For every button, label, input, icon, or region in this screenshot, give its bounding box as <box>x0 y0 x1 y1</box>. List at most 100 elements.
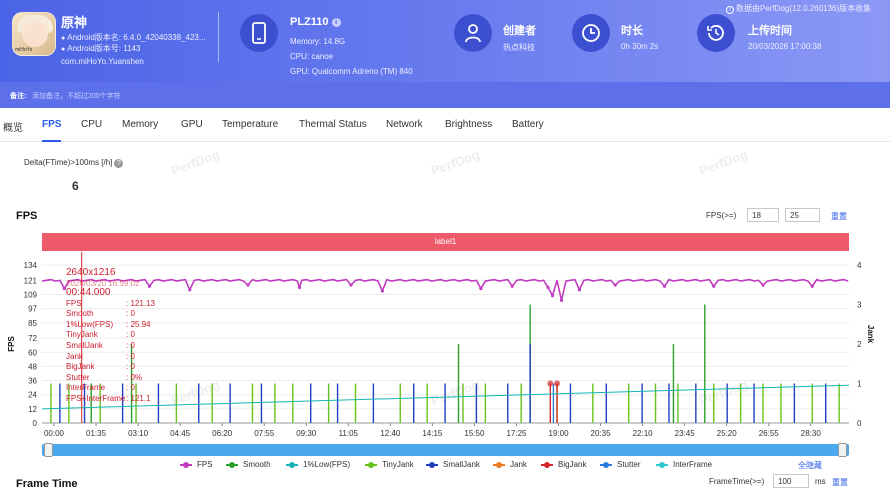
y-tick-label: 121 <box>24 276 38 285</box>
frame-time-threshold-input[interactable] <box>773 474 809 488</box>
app-name: 原神 <box>61 15 88 30</box>
tab-memory[interactable]: Memory <box>122 119 159 130</box>
y-tick-label: 48 <box>28 362 37 371</box>
watermark: PerfDog <box>696 146 750 179</box>
metric-label: Delta(FTime)>100ms [/h]? <box>24 158 124 168</box>
watermark: PerfDog <box>168 146 222 179</box>
x-tick-label: 01:35 <box>86 429 107 438</box>
frame-time-reset-button[interactable]: 重置 <box>832 478 848 487</box>
tab-network[interactable]: Network <box>386 119 423 130</box>
legend-label: 1%Low(FPS) <box>303 460 351 469</box>
y2-axis-label: Jank <box>866 325 875 344</box>
user-icon <box>454 14 492 52</box>
zoom-handle-right[interactable] <box>838 443 847 457</box>
legend-swatch <box>180 461 192 468</box>
note-bar[interactable]: 备注: 添加备注，不超过200个字符 <box>0 82 890 108</box>
fps-section-title: FPS <box>16 210 38 222</box>
label-band[interactable]: label1 <box>42 233 849 251</box>
fps-dip-point <box>761 283 765 287</box>
package-name: com.miHoYo.Yuanshen <box>61 57 144 66</box>
fps-dip-point <box>188 288 192 292</box>
legend-item[interactable]: Stutter <box>600 460 641 469</box>
metric-value: 6 <box>72 179 79 193</box>
legend-item[interactable]: Smooth <box>226 460 271 469</box>
tooltip-key: Smooth <box>66 309 94 319</box>
legend-label: TinyJank <box>382 460 414 469</box>
tab-gpu[interactable]: GPU <box>181 119 203 130</box>
zoom-handle-left[interactable] <box>44 443 53 457</box>
legend-item[interactable]: FPS <box>180 460 213 469</box>
x-tick-label: 22:10 <box>633 429 654 438</box>
fps-threshold-label: FPS(>=) <box>706 211 737 220</box>
legend-label: BigJank <box>558 460 587 469</box>
legend-item[interactable]: 1%Low(FPS) <box>286 460 350 469</box>
info-icon[interactable]: i <box>331 17 341 27</box>
legend-item[interactable]: InterFrame <box>656 460 712 469</box>
tooltip-key: FPS+InterFrame <box>66 393 126 403</box>
fps-dip-point <box>246 283 250 287</box>
tooltip-value: : 0 <box>126 330 135 340</box>
legend-item[interactable]: BigJank <box>541 460 586 469</box>
series-line-fps <box>41 278 849 301</box>
legend-label: FPS <box>197 460 213 469</box>
history-icon <box>697 14 735 52</box>
zoom-scrollbar[interactable] <box>42 444 849 456</box>
x-tick-label: 03:10 <box>128 429 149 438</box>
tooltip-row: SmallJank: 0 <box>66 341 155 352</box>
tab-cpu[interactable]: CPU <box>81 119 103 130</box>
upload-value: 20/03/2026 17:00:38 <box>748 42 822 51</box>
y-tick-label: 0 <box>33 419 38 428</box>
x-tick-label: 28:30 <box>801 429 822 438</box>
tooltip-row: FPS+InterFrame: 121.1 <box>66 394 155 405</box>
tooltip-time: 00:44.000 <box>66 286 111 298</box>
bigjank-marker <box>547 380 554 387</box>
note-input[interactable]: 添加备注，不超过200个字符 <box>32 93 121 100</box>
help-icon[interactable]: ? <box>114 159 124 168</box>
tooltip-key: FPS <box>66 298 82 308</box>
y2-tick-label: 1 <box>857 380 862 389</box>
tooltip-key: 1%Low(FPS) <box>66 319 114 329</box>
tooltip-row: Stutter: 0% <box>66 373 155 384</box>
legend-label: SmallJank <box>443 460 480 469</box>
tab-thermal-status[interactable]: Thermal Status <box>299 119 367 130</box>
clock-icon <box>572 14 610 52</box>
y-axis-label: FPS <box>7 336 16 352</box>
fps-dip-point <box>297 285 302 290</box>
tab-temperature[interactable]: Temperature <box>222 119 279 130</box>
y-tick-label: 24 <box>28 391 37 400</box>
tooltip-row: Jank: 0 <box>66 352 155 363</box>
tab-overview[interactable]: 概览 <box>3 123 23 134</box>
fps-dip-point <box>546 285 550 290</box>
tooltip-resolution: 2640x1216 <box>66 267 116 278</box>
bigjank-marker <box>554 380 561 387</box>
legend-item[interactable]: TinyJank <box>365 460 414 469</box>
x-tick-label: 17:25 <box>506 429 527 438</box>
tooltip-key: BigJank <box>66 362 95 372</box>
fps-dip-point <box>712 284 716 288</box>
x-tick-label: 23:45 <box>675 429 696 438</box>
source-note-text: 数据由PerfDog(12.0.260136)版本收集 <box>736 4 872 13</box>
fps-dip-point <box>559 298 564 302</box>
tab-brightness[interactable]: Brightness <box>445 119 493 130</box>
device-cpu: CPU: canoe <box>290 52 334 61</box>
metric-label-text: Delta(FTime)>100ms [/h] <box>24 158 113 167</box>
tooltip-row: BigJank: 0 <box>66 362 155 373</box>
duration-value: 0h 30m 2s <box>621 42 659 51</box>
tooltip-key: InterFrame <box>66 383 106 393</box>
y2-tick-label: 2 <box>857 340 862 349</box>
x-tick-label: 09:30 <box>296 429 317 438</box>
x-tick-label: 14:15 <box>422 429 443 438</box>
legend-item[interactable]: Jank <box>493 460 527 469</box>
legend-item[interactable]: SmallJank <box>426 460 480 469</box>
toggle-all-legend[interactable]: 全隐藏 <box>798 461 822 470</box>
fps-threshold-1-input[interactable] <box>747 208 779 222</box>
legend-swatch <box>286 461 298 468</box>
fps-threshold-2-input[interactable] <box>785 208 820 222</box>
phone-icon <box>240 14 278 52</box>
tab-fps[interactable]: FPS <box>42 119 62 142</box>
fps-dip-point <box>662 284 667 288</box>
y-tick-label: 12 <box>28 405 37 414</box>
fps-reset-button[interactable]: 重置 <box>831 212 847 221</box>
tab-battery[interactable]: Battery <box>512 119 544 130</box>
